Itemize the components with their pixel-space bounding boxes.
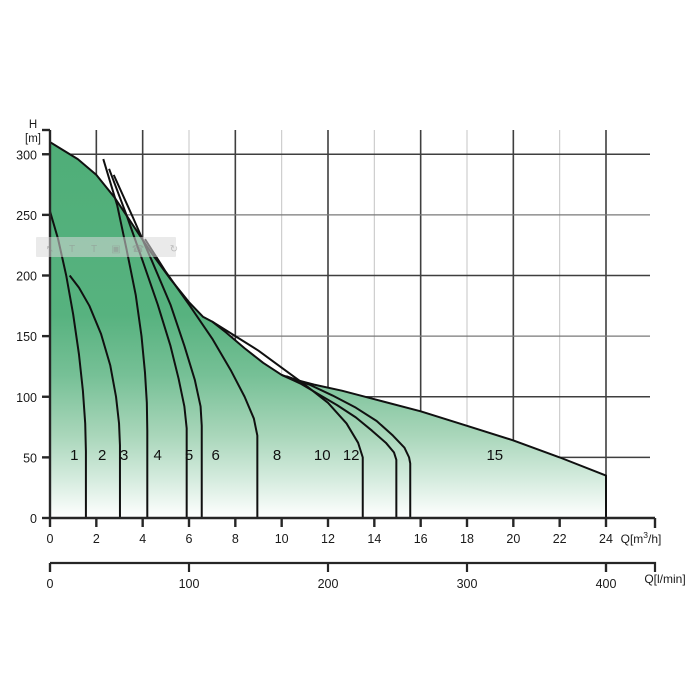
x-tick-label: 22 xyxy=(553,532,567,546)
secondary-axis xyxy=(48,561,657,572)
pump-curve-3 xyxy=(102,158,149,518)
secondary-axis-line xyxy=(48,561,657,572)
curve-labels: 1 2 3 4 5 6 8 10 12 15 xyxy=(70,447,503,464)
x-tick-label: 18 xyxy=(460,532,474,546)
y-tick-label: 50 xyxy=(23,451,37,465)
pump-curves xyxy=(50,142,607,518)
secondary-tick-label: 300 xyxy=(457,577,478,591)
x-tick-label: 0 xyxy=(47,532,54,546)
x-tick-label: 4 xyxy=(139,532,146,546)
x-tick-label: 8 xyxy=(232,532,239,546)
x-tick-label: 14 xyxy=(367,532,381,546)
curve-label-2: 2 xyxy=(98,447,106,464)
floating-toolbar-overlay[interactable]: ↖ T T ▣ ☎ ↻ xyxy=(36,237,178,257)
curve-label-1: 1 xyxy=(70,447,78,464)
x-tick-label: 24 xyxy=(599,532,613,546)
text-tool-icon[interactable]: T xyxy=(69,244,75,255)
pump-curve-4 xyxy=(108,168,188,518)
secondary-tick-label: 200 xyxy=(318,577,339,591)
x-tick-label: 2 xyxy=(93,532,100,546)
y-tick-label: 0 xyxy=(30,512,37,526)
x-tick-label: 20 xyxy=(506,532,520,546)
refresh-icon[interactable]: ↻ xyxy=(170,244,178,255)
pump-curve-12 xyxy=(285,375,412,518)
link-icon[interactable]: ☎ xyxy=(132,244,144,255)
y-tick-label: 250 xyxy=(16,209,37,223)
x-tick-label: 10 xyxy=(275,532,289,546)
x-tick-label: 6 xyxy=(186,532,193,546)
curve-label-3: 3 xyxy=(120,447,128,464)
envelope-area xyxy=(50,142,606,518)
secondary-axis-ticks: 0 100 200 300 400 xyxy=(47,563,617,591)
x-tick-label: 16 xyxy=(414,532,428,546)
y-tick-label: 200 xyxy=(16,270,37,284)
y-tick-label: 300 xyxy=(16,148,37,162)
curve-label-5: 5 xyxy=(185,447,193,464)
pump-curve-6 xyxy=(144,238,259,518)
curve-label-8: 8 xyxy=(273,447,281,464)
secondary-tick-label: 0 xyxy=(47,577,54,591)
pump-curve-10 xyxy=(281,374,398,518)
x-axis-ticks: 0 2 4 6 8 10 12 14 16 18 20 22 24 xyxy=(47,518,613,546)
y-tick-label: 150 xyxy=(16,330,37,344)
secondary-axis-title: Q[l/min] xyxy=(644,572,685,586)
y-axis-unit: [m] xyxy=(25,133,41,145)
y-tick-label: 100 xyxy=(16,391,37,405)
curve-label-4: 4 xyxy=(154,447,162,464)
curve-label-15: 15 xyxy=(486,447,503,464)
y-axis-ticks: 0 50 100 150 200 250 300 xyxy=(16,148,50,526)
axes xyxy=(42,128,657,528)
toolbar-overlay-background[interactable] xyxy=(36,237,176,257)
image-icon[interactable]: ▣ xyxy=(111,244,120,255)
y-axis-title: H xyxy=(29,119,37,131)
x-tick-label: 12 xyxy=(321,532,335,546)
curve-label-6: 6 xyxy=(211,447,219,464)
pump-curve-2 xyxy=(68,274,121,518)
secondary-tick-label: 400 xyxy=(596,577,617,591)
x-axis-title: Q[m3/h] xyxy=(621,530,662,546)
curve-label-10: 10 xyxy=(314,447,331,464)
pump-curve-5 xyxy=(112,174,203,518)
curve-label-12: 12 xyxy=(343,447,360,464)
text-format-icon[interactable]: T xyxy=(91,244,97,255)
pointer-icon[interactable]: ↖ xyxy=(46,244,54,255)
secondary-tick-label: 100 xyxy=(179,577,200,591)
